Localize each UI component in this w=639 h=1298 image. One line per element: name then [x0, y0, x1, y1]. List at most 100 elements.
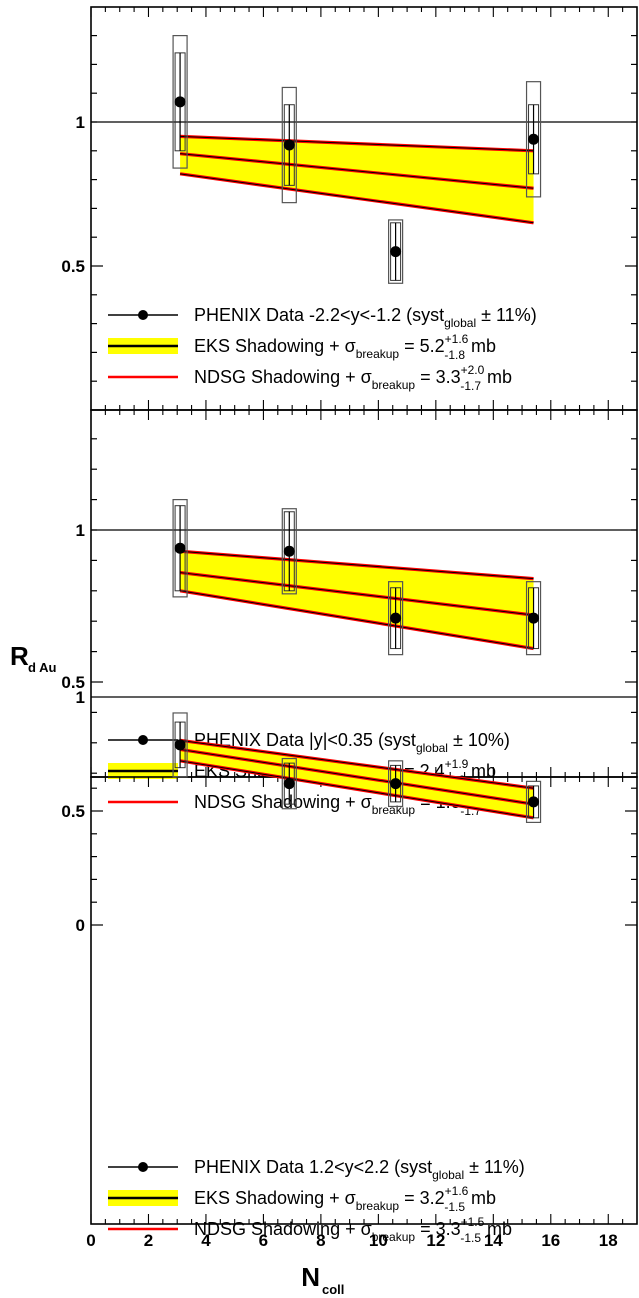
data-point — [390, 778, 402, 790]
legend-marker-dot — [138, 310, 148, 320]
x-tick-label: 4 — [201, 1231, 211, 1250]
legend-label-part: mb — [471, 1188, 496, 1208]
x-tick-label: 18 — [599, 1231, 618, 1250]
data-point — [528, 133, 540, 145]
syst-box — [525, 581, 542, 656]
data-point — [528, 612, 540, 624]
data-point — [283, 778, 295, 790]
legend-label-part: PHENIX Data -2.2<y<-1.2 (syst — [194, 305, 444, 325]
legend-label-part: = 3.3 — [415, 1219, 461, 1239]
legend-label-part: breakup — [372, 1230, 416, 1244]
legend-label-part: -1.5 — [460, 1231, 481, 1245]
x-tick-label: 12 — [426, 1231, 445, 1250]
data-point — [390, 246, 402, 258]
legend-label-part: +1.6 — [445, 1184, 469, 1198]
x-tick-label: 16 — [541, 1231, 560, 1250]
legend-label-part: = 3.3 — [415, 367, 461, 387]
x-axis-title-main: N — [301, 1262, 320, 1292]
legend-label-part: +1.9 — [445, 757, 469, 771]
legend-marker-dot — [138, 735, 148, 745]
legend-label: PHENIX Data 1.2<y<2.2 (systglobal ± 11%) — [194, 1157, 525, 1182]
legend-label-part: PHENIX Data 1.2<y<2.2 (syst — [194, 1157, 432, 1177]
legend-label-part: NDSG Shadowing + σ — [194, 1219, 372, 1239]
legend-label-part: ± 11%) — [476, 305, 537, 325]
legend-label: EKS Shadowing + σbreakup = 5.2+1.6 -1.8 mb — [194, 332, 496, 362]
legend-label: EKS Shadowing + σbreakup = 3.2+1.6 -1.5 mb — [194, 1184, 496, 1214]
legend-label: NDSG Shadowing + σbreakup = 3.3+1.5 -1.5 m… — [194, 1215, 512, 1245]
eks-upper-line — [180, 550, 534, 580]
legend-label-part: ± 10%) — [448, 730, 510, 750]
x-axis-title: N coll — [301, 1262, 344, 1297]
legend-label-part: +1.6 — [445, 332, 469, 346]
legend-label-part: EKS Shadowing + σ — [194, 1188, 356, 1208]
eks-upper-line — [180, 135, 534, 152]
eks-band — [180, 740, 534, 818]
data-point — [174, 739, 186, 751]
data-point — [390, 612, 402, 624]
legend-label-part: EKS Shadowing + σ — [194, 336, 356, 356]
x-tick-label: 8 — [316, 1231, 325, 1250]
y-tick-label: 0.5 — [61, 257, 85, 276]
syst-box — [388, 760, 404, 808]
data-point — [528, 796, 540, 808]
eks-upper-line — [180, 739, 534, 789]
syst-box — [281, 86, 297, 204]
legend-label-part: NDSG Shadowing + σ — [194, 367, 372, 387]
legend-label-part: breakup — [372, 378, 416, 392]
eks-lower-line — [180, 760, 534, 819]
legend-label: PHENIX Data -2.2<y<-1.2 (systglobal ± 11… — [194, 305, 537, 330]
legend-label-part: breakup — [372, 803, 416, 817]
eks-lower-line — [180, 590, 534, 650]
legend-label-part: mb — [487, 1219, 512, 1239]
data-point — [174, 542, 186, 554]
y-tick-label: 1 — [76, 521, 85, 540]
syst-box — [388, 581, 404, 656]
x-tick-label: 14 — [484, 1231, 503, 1250]
x-tick-label: 10 — [369, 1231, 388, 1250]
data-point — [283, 139, 295, 151]
y-tick-label: 0.5 — [61, 673, 85, 692]
y-tick-label: 1 — [76, 113, 85, 132]
x-tick-label: 6 — [259, 1231, 268, 1250]
y-axis-title-sub: d Au — [28, 660, 56, 675]
legend-label-part: global — [416, 741, 448, 755]
x-tick-label: 2 — [144, 1231, 153, 1250]
legend: PHENIX Data 1.2<y<2.2 (systglobal ± 11%)… — [108, 1157, 525, 1245]
syst-box — [388, 219, 404, 284]
data-point — [283, 545, 295, 557]
legend-label-part: -1.7 — [460, 379, 481, 393]
panel-top: 0.5 1 PHENIX Data -2.2<y<-1.2 (systglobal … — [61, 6, 638, 411]
legend-label-part: ± 11%) — [464, 1157, 525, 1177]
syst-box — [525, 780, 542, 823]
legend-label: PHENIX Data |y|<0.35 (systglobal ± 10%) — [194, 730, 510, 755]
y-tick-label: 1 — [76, 688, 85, 707]
y-axis-title-main: R — [10, 641, 29, 671]
legend-label-part: mb — [471, 336, 496, 356]
legend-label-part: = 3.2 — [399, 1188, 445, 1208]
x-axis-title-sub: coll — [322, 1282, 344, 1297]
legend-marker-dot — [138, 1162, 148, 1172]
eks-band — [180, 551, 534, 649]
legend-label-part: breakup — [356, 347, 400, 361]
y-axis-title: R d Au — [10, 641, 56, 675]
syst-box — [172, 34, 188, 169]
syst-box — [172, 499, 188, 598]
legend-label-part: global — [432, 1168, 464, 1182]
eks-lower-line — [180, 173, 534, 224]
legend-label-part: +1.5 — [461, 1215, 485, 1229]
legend-label-part: -1.5 — [444, 1200, 465, 1214]
eks-central-line — [180, 153, 534, 189]
eks-central-line — [180, 748, 534, 805]
legend-label-part: -1.8 — [444, 348, 465, 362]
legend-label-part: mb — [471, 761, 496, 781]
legend-label-part: breakup — [356, 1199, 400, 1213]
syst-box — [281, 757, 297, 810]
legend-label-part: PHENIX Data |y|<0.35 (syst — [194, 730, 416, 750]
syst-box — [281, 508, 297, 595]
y-tick-label: 0.5 — [61, 802, 85, 821]
syst-box — [525, 81, 542, 198]
